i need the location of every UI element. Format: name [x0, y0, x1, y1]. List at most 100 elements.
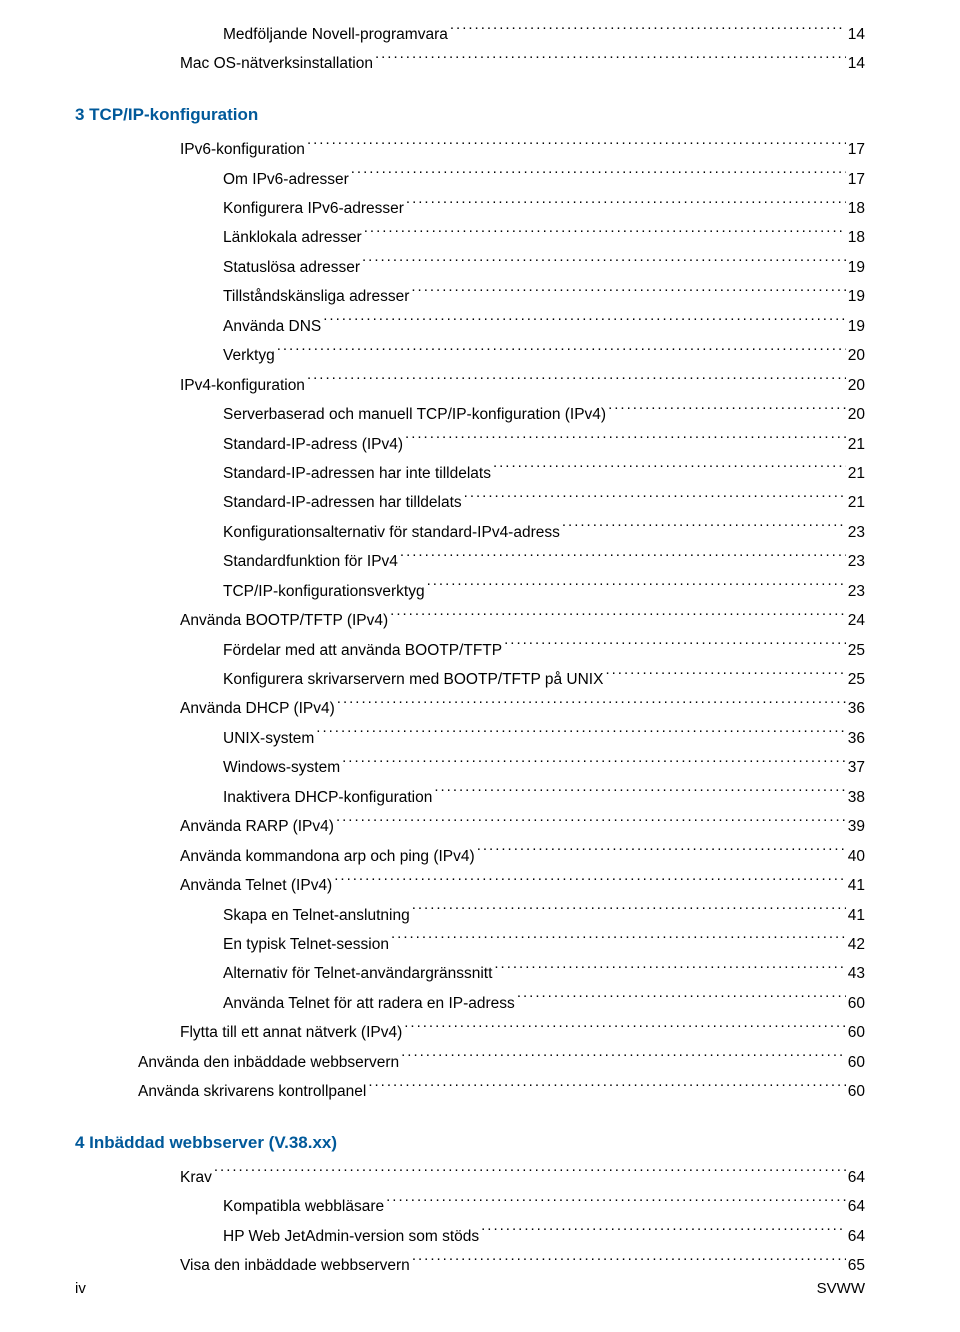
toc-entry-label: Konfigurera IPv6-adresser	[223, 194, 404, 223]
toc-entry-label: En typisk Telnet-session	[223, 930, 389, 959]
section-heading: 4 Inbäddad webbserver (V.38.xx)	[75, 1127, 865, 1159]
toc-entry[interactable]: HP Web JetAdmin-version som stöds 64	[75, 1222, 865, 1251]
toc-entry-page: 20	[848, 341, 865, 370]
toc-leader-dots	[517, 992, 846, 1008]
toc-entry[interactable]: Medföljande Novell-programvara 14	[75, 20, 865, 49]
toc-entry-page: 23	[848, 547, 865, 576]
toc-entry[interactable]: Tillståndskänsliga adresser 19	[75, 282, 865, 311]
toc-entry[interactable]: Använda RARP (IPv4) 39	[75, 812, 865, 841]
toc-entry[interactable]: Om IPv6-adresser 17	[75, 165, 865, 194]
toc-entry-page: 19	[848, 312, 865, 341]
toc-entry[interactable]: Använda DHCP (IPv4) 36	[75, 694, 865, 723]
toc-leader-dots	[481, 1225, 846, 1241]
toc-entry[interactable]: Krav 64	[75, 1163, 865, 1192]
toc-leader-dots	[214, 1166, 846, 1182]
toc-entry-page: 18	[848, 223, 865, 252]
toc-entry[interactable]: Statuslösa adresser 19	[75, 253, 865, 282]
toc-entry-label: Om IPv6-adresser	[223, 165, 349, 194]
toc-entry-label: Använda Telnet (IPv4)	[180, 871, 332, 900]
toc-entry-page: 14	[848, 20, 865, 49]
toc-entry[interactable]: Windows-system 37	[75, 753, 865, 782]
toc-entry[interactable]: Använda den inbäddade webbservern 60	[75, 1048, 865, 1077]
toc-entry-label: Skapa en Telnet-anslutning	[223, 901, 410, 930]
toc-entry-page: 37	[848, 753, 865, 782]
toc-entry-label: Använda RARP (IPv4)	[180, 812, 334, 841]
toc-entry[interactable]: Serverbaserad och manuell TCP/IP-konfigu…	[75, 400, 865, 429]
toc-entry[interactable]: IPv6-konfiguration 17	[75, 135, 865, 164]
toc-leader-dots	[493, 462, 846, 478]
toc-entry-page: 64	[848, 1163, 865, 1192]
toc-entry-page: 14	[848, 49, 865, 78]
toc-entry[interactable]: Använda BOOTP/TFTP (IPv4) 24	[75, 606, 865, 635]
toc-entry[interactable]: Standard-IP-adressen har inte tilldelats…	[75, 459, 865, 488]
toc-entry-label: Medföljande Novell-programvara	[223, 20, 448, 49]
toc-entry-label: IPv4-konfiguration	[180, 371, 305, 400]
toc-entry[interactable]: Visa den inbäddade webbservern 65	[75, 1251, 865, 1280]
toc-leader-dots	[386, 1196, 846, 1212]
toc-entry[interactable]: Använda kommandona arp och ping (IPv4) 4…	[75, 842, 865, 871]
toc-entry[interactable]: Använda skrivarens kontrollpanel 60	[75, 1077, 865, 1106]
toc-entry[interactable]: Kompatibla webbläsare 64	[75, 1192, 865, 1221]
toc-entry-label: Statuslösa adresser	[223, 253, 360, 282]
toc-leader-dots	[351, 168, 846, 184]
toc-entry-label: Flytta till ett annat nätverk (IPv4)	[180, 1018, 402, 1047]
toc-entry[interactable]: IPv4-konfiguration 20	[75, 371, 865, 400]
toc-leader-dots	[406, 198, 846, 214]
toc-entry[interactable]: Flytta till ett annat nätverk (IPv4) 60	[75, 1018, 865, 1047]
toc-leader-dots	[337, 698, 846, 714]
toc-entry[interactable]: Mac OS-nätverksinstallation 14	[75, 49, 865, 78]
toc-entry[interactable]: Använda Telnet för att radera en IP-adre…	[75, 989, 865, 1018]
toc-entry[interactable]: Använda DNS 19	[75, 312, 865, 341]
toc-entry[interactable]: Konfigurera skrivarservern med BOOTP/TFT…	[75, 665, 865, 694]
toc-leader-dots	[307, 139, 846, 155]
toc-entry-label: Verktyg	[223, 341, 275, 370]
toc-entry[interactable]: Standardfunktion för IPv4 23	[75, 547, 865, 576]
toc-entry-page: 36	[848, 724, 865, 753]
toc-entry[interactable]: En typisk Telnet-session 42	[75, 930, 865, 959]
toc-entry-label: Använda Telnet för att radera en IP-adre…	[223, 989, 515, 1018]
toc-entry-label: Använda BOOTP/TFTP (IPv4)	[180, 606, 388, 635]
toc-entry[interactable]: Skapa en Telnet-anslutning 41	[75, 901, 865, 930]
toc-leader-dots	[504, 639, 846, 655]
toc-entry-page: 24	[848, 606, 865, 635]
toc-entry-page: 17	[848, 135, 865, 164]
toc-entry-page: 43	[848, 959, 865, 988]
toc-leader-dots	[400, 551, 846, 567]
toc-entry-page: 40	[848, 842, 865, 871]
toc-page: Medföljande Novell-programvara 14Mac OS-…	[0, 0, 960, 1332]
footer-doc-code: SVWW	[817, 1280, 865, 1297]
toc-entry-label: Länklokala adresser	[223, 223, 362, 252]
toc-entry[interactable]: UNIX-system 36	[75, 724, 865, 753]
toc-leader-dots	[434, 786, 845, 802]
toc-entry-page: 60	[848, 989, 865, 1018]
toc-entry-page: 41	[848, 901, 865, 930]
toc-entry-label: IPv6-konfiguration	[180, 135, 305, 164]
toc-entry[interactable]: Länklokala adresser 18	[75, 223, 865, 252]
toc-entry[interactable]: Fördelar med att använda BOOTP/TFTP 25	[75, 636, 865, 665]
toc-leader-dots	[605, 669, 845, 685]
toc-leader-dots	[412, 904, 846, 920]
toc-entry[interactable]: Inaktivera DHCP-konfiguration 38	[75, 783, 865, 812]
toc-entry-label: Alternativ för Telnet-användargränssnitt	[223, 959, 492, 988]
toc-entry-label: Visa den inbäddade webbservern	[180, 1251, 410, 1280]
toc-entry-label: Använda DHCP (IPv4)	[180, 694, 335, 723]
toc-leader-dots	[494, 963, 845, 979]
toc-entry-page: 64	[848, 1222, 865, 1251]
toc-entry-page: 17	[848, 165, 865, 194]
toc-entry-page: 19	[848, 282, 865, 311]
toc-entry-page: 60	[848, 1077, 865, 1106]
toc-entry[interactable]: Konfigurationsalternativ för standard-IP…	[75, 518, 865, 547]
toc-entry[interactable]: Verktyg 20	[75, 341, 865, 370]
toc-entry[interactable]: Konfigurera IPv6-adresser 18	[75, 194, 865, 223]
toc-entry[interactable]: TCP/IP-konfigurationsverktyg 23	[75, 577, 865, 606]
toc-leader-dots	[364, 227, 846, 243]
toc-entry[interactable]: Använda Telnet (IPv4) 41	[75, 871, 865, 900]
toc-entry[interactable]: Alternativ för Telnet-användargränssnitt…	[75, 959, 865, 988]
toc-entry-page: 39	[848, 812, 865, 841]
toc-entry[interactable]: Standard-IP-adressen har tilldelats 21	[75, 488, 865, 517]
toc-leader-dots	[334, 875, 846, 891]
toc-entry-page: 41	[848, 871, 865, 900]
toc-leader-dots	[411, 286, 845, 302]
toc-entry[interactable]: Standard-IP-adress (IPv4) 21	[75, 430, 865, 459]
toc-leader-dots	[323, 315, 846, 331]
